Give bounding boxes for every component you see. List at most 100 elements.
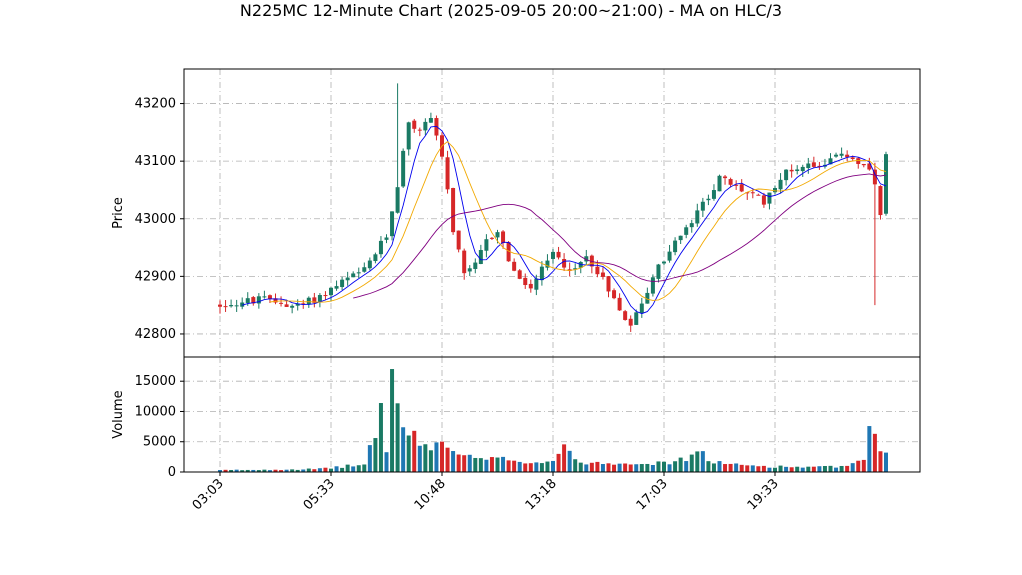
candle-body (329, 287, 333, 296)
volume-tick-label: 5000 (143, 435, 176, 450)
candle-body (523, 277, 528, 286)
x-tick-label: 10:48 (412, 476, 449, 513)
candle-body (656, 264, 661, 279)
volume-bar (734, 463, 739, 472)
candle-body (711, 190, 716, 199)
candle-body (295, 303, 300, 306)
candle-body (645, 292, 650, 304)
candle-body (423, 121, 428, 131)
volume-bar (800, 467, 805, 472)
candle-body (667, 251, 672, 261)
volume-bar (834, 467, 839, 472)
volume-bar (723, 464, 728, 472)
candle-body (789, 169, 794, 172)
volume-bar (673, 461, 678, 472)
candle-body (367, 260, 372, 269)
volume-bar (428, 450, 433, 472)
volume-bar (462, 455, 467, 472)
candle-body (395, 187, 400, 213)
candle-body (351, 273, 356, 278)
candle-body (484, 239, 489, 251)
candle-body (811, 162, 816, 167)
volume-bar (545, 461, 550, 472)
candle-body (706, 198, 711, 201)
ma-slow-line (353, 173, 887, 299)
candle-body (562, 259, 567, 268)
volume-bar (872, 433, 877, 472)
candles (218, 83, 888, 332)
volume-bar (367, 445, 372, 472)
volume-bar (229, 469, 234, 472)
candle-body (800, 166, 805, 172)
candle-body (700, 201, 705, 211)
volume-bar (534, 462, 539, 472)
volume-bar (584, 464, 589, 472)
x-tick-label: 13:18 (523, 476, 560, 513)
candle-body (229, 305, 234, 307)
volume-bar (240, 470, 245, 472)
candle-body (850, 157, 855, 159)
candle-body (861, 163, 866, 166)
volume-bar (290, 469, 295, 472)
volume-bar (600, 464, 605, 472)
candle-body (628, 318, 633, 326)
volume-bar (750, 465, 755, 472)
candle-body (406, 122, 411, 150)
candle-body (662, 261, 666, 264)
volume-bar (528, 463, 533, 472)
candle-body (218, 304, 222, 307)
candle-body (756, 194, 761, 196)
moving-average-lines (242, 125, 887, 315)
volume-bar (390, 369, 395, 472)
candle-body (795, 169, 800, 172)
volume-bar (645, 463, 650, 472)
volume-bar (395, 403, 400, 472)
candle-body (334, 286, 339, 289)
candle-body (506, 242, 511, 262)
volume-bar (689, 454, 694, 472)
volume-bar (628, 464, 633, 472)
volume-bars (218, 369, 888, 472)
price-panel-frame (183, 68, 921, 358)
volume-bar (245, 469, 250, 472)
volume-bar (312, 469, 317, 472)
volume-bar (512, 460, 517, 472)
candle-body (356, 272, 361, 274)
candle-body (451, 188, 456, 233)
volume-bar (839, 465, 844, 472)
candle-body (695, 210, 700, 224)
volume-bar (267, 470, 272, 472)
volume-bar (423, 444, 428, 472)
candle-body (584, 256, 589, 262)
volume-axis-label: Volume (111, 390, 126, 438)
volume-bar (306, 468, 311, 472)
volume-bar (323, 467, 328, 472)
volume-bar (562, 444, 567, 472)
candle-body (445, 157, 450, 190)
volume-bar (850, 463, 855, 472)
candle-body (734, 184, 739, 186)
volume-bar (401, 427, 406, 472)
volume-bar (817, 466, 822, 472)
volume-grid (184, 357, 920, 473)
candle-body (650, 277, 655, 294)
volume-bar (706, 461, 711, 472)
volume-bar (484, 459, 489, 472)
volume-bar (867, 426, 872, 472)
volume-bar (728, 463, 733, 472)
volume-bar (478, 458, 483, 472)
volume-bar (556, 453, 561, 472)
candle-body (612, 290, 617, 299)
candle-body (784, 169, 789, 181)
volume-bar (700, 451, 705, 472)
candle-body (290, 305, 295, 308)
x-tick-label: 03:03 (190, 476, 227, 513)
candle-body (412, 120, 417, 129)
volume-bar (256, 470, 261, 472)
candle-body (312, 297, 317, 303)
candle-body (806, 163, 811, 169)
candle-body (390, 211, 395, 237)
candle-body (501, 231, 506, 244)
volume-bar (739, 464, 744, 472)
